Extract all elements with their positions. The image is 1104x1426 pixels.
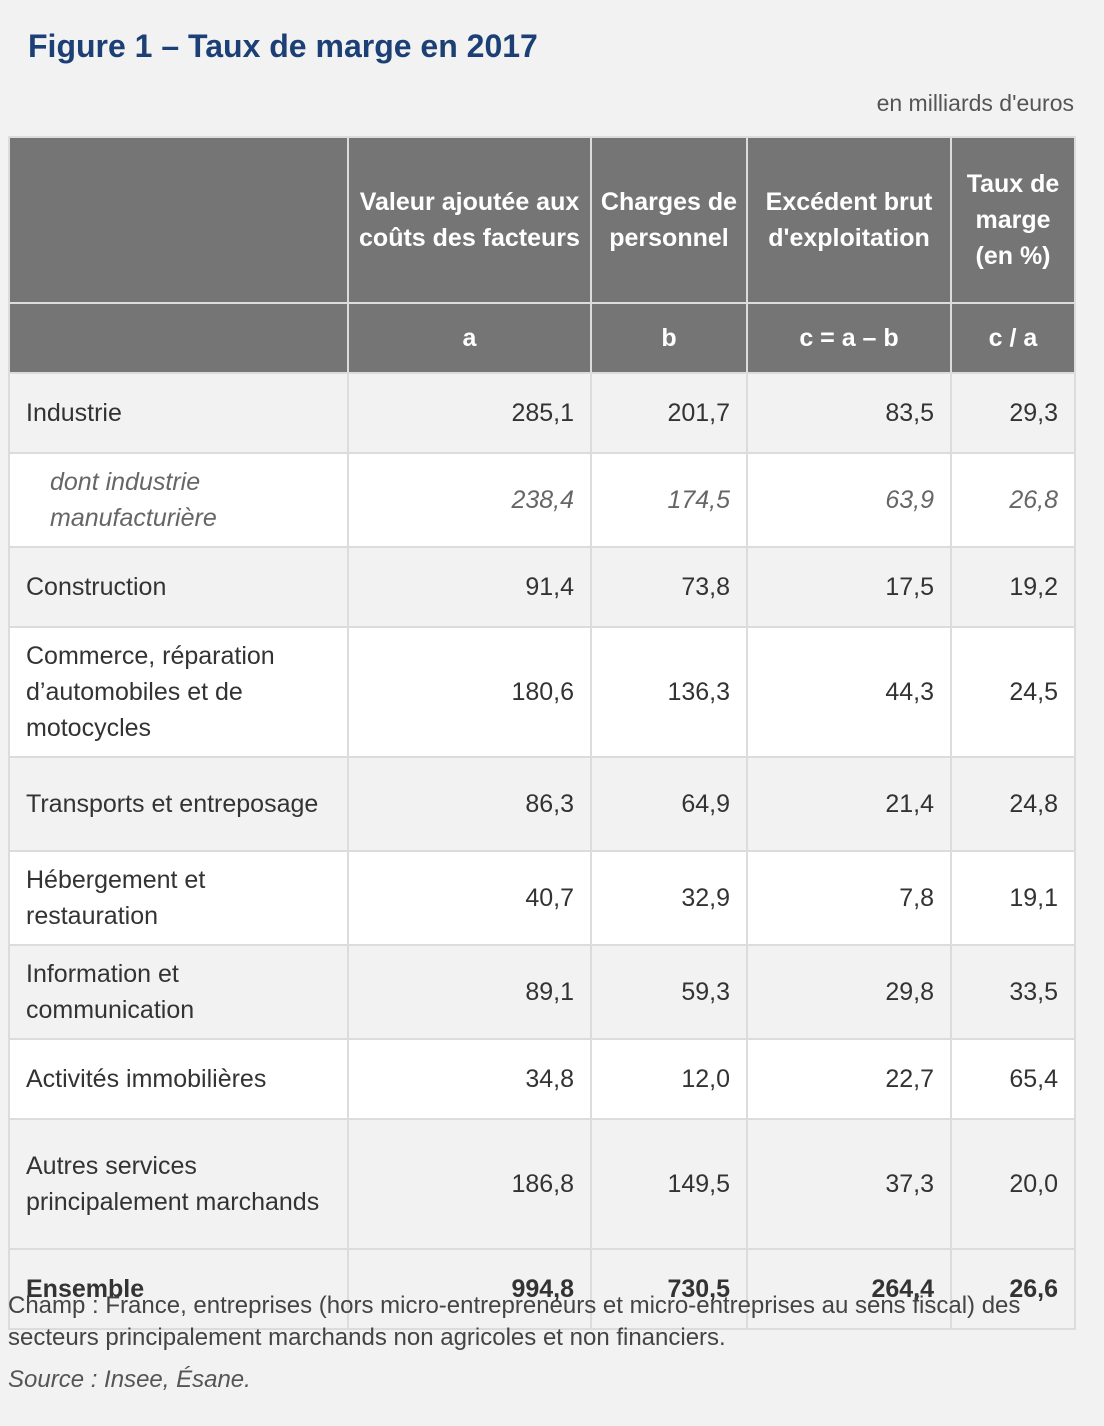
cell-value-added: 238,4 bbox=[347, 452, 592, 548]
cell-value-added: 994,8 bbox=[347, 1248, 592, 1330]
cell-value-added: 180,6 bbox=[347, 626, 592, 758]
cell-personnel-costs: 149,5 bbox=[590, 1118, 748, 1250]
cell-margin-rate: 65,4 bbox=[950, 1038, 1076, 1120]
formula-c: c = a – b bbox=[746, 302, 952, 374]
cell-margin-rate: 20,0 bbox=[950, 1118, 1076, 1250]
cell-margin-rate: 24,8 bbox=[950, 756, 1076, 852]
header-value-added: Valeur ajoutée aux coûts des facteurs bbox=[347, 136, 592, 304]
cell-margin-rate: 33,5 bbox=[950, 944, 1076, 1040]
cell-personnel-costs: 136,3 bbox=[590, 626, 748, 758]
row-label: Autres services principalement marchands bbox=[8, 1118, 349, 1250]
cell-personnel-costs: 73,8 bbox=[590, 546, 748, 628]
cell-gross-operating-surplus: 29,8 bbox=[746, 944, 952, 1040]
row-label: Ensemble bbox=[8, 1248, 349, 1330]
cell-value-added: 34,8 bbox=[347, 1038, 592, 1120]
table-row: Information et communication 89,1 59,3 2… bbox=[8, 944, 1076, 1040]
cell-personnel-costs: 59,3 bbox=[590, 944, 748, 1040]
row-label: Hébergement et restauration bbox=[8, 850, 349, 946]
cell-personnel-costs: 12,0 bbox=[590, 1038, 748, 1120]
row-label: Construction bbox=[8, 546, 349, 628]
source-note: Source : Insee, Ésane. bbox=[8, 1366, 251, 1393]
cell-margin-rate: 26,6 bbox=[950, 1248, 1076, 1330]
unit-label: en milliards d'euros bbox=[876, 90, 1074, 116]
row-label: Activités immobilières bbox=[8, 1038, 349, 1120]
scope-note: Champ : France, entreprises (hors micro-… bbox=[8, 1292, 1021, 1351]
cell-gross-operating-surplus: 63,9 bbox=[746, 452, 952, 548]
table-total-row: Ensemble 994,8 730,5 264,4 26,6 bbox=[8, 1248, 1076, 1330]
cell-value-added: 91,4 bbox=[347, 546, 592, 628]
cell-value-added: 86,3 bbox=[347, 756, 592, 852]
cell-personnel-costs: 32,9 bbox=[590, 850, 748, 946]
cell-gross-operating-surplus: 264,4 bbox=[746, 1248, 952, 1330]
cell-personnel-costs: 201,7 bbox=[590, 372, 748, 454]
row-label: Transports et entreposage bbox=[8, 756, 349, 852]
table-row: Commerce, réparation d’automobiles et de… bbox=[8, 626, 1076, 758]
cell-gross-operating-surplus: 22,7 bbox=[746, 1038, 952, 1120]
cell-value-added: 40,7 bbox=[347, 850, 592, 946]
table-row: dont industrie manufacturière 238,4 174,… bbox=[8, 452, 1076, 548]
cell-gross-operating-surplus: 21,4 bbox=[746, 756, 952, 852]
table-row: Activités immobilières 34,8 12,0 22,7 65… bbox=[8, 1038, 1076, 1120]
cell-value-added: 89,1 bbox=[347, 944, 592, 1040]
cell-margin-rate: 19,1 bbox=[950, 850, 1076, 946]
margin-rate-table: Valeur ajoutée aux coûts des facteurs Ch… bbox=[8, 136, 1076, 1330]
cell-margin-rate: 19,2 bbox=[950, 546, 1076, 628]
table-row: Construction 91,4 73,8 17,5 19,2 bbox=[8, 546, 1076, 628]
cell-gross-operating-surplus: 17,5 bbox=[746, 546, 952, 628]
header-margin-rate: Taux de marge (en %) bbox=[950, 136, 1076, 304]
header-personnel-costs: Charges de personnel bbox=[590, 136, 748, 304]
cell-margin-rate: 24,5 bbox=[950, 626, 1076, 758]
cell-gross-operating-surplus: 44,3 bbox=[746, 626, 952, 758]
header-row: Valeur ajoutée aux coûts des facteurs Ch… bbox=[8, 136, 1076, 304]
cell-gross-operating-surplus: 37,3 bbox=[746, 1118, 952, 1250]
row-label: Industrie bbox=[8, 372, 349, 454]
cell-gross-operating-surplus: 83,5 bbox=[746, 372, 952, 454]
cell-margin-rate: 26,8 bbox=[950, 452, 1076, 548]
cell-value-added: 285,1 bbox=[347, 372, 592, 454]
cell-margin-rate: 29,3 bbox=[950, 372, 1076, 454]
cell-gross-operating-surplus: 7,8 bbox=[746, 850, 952, 946]
formula-b: b bbox=[590, 302, 748, 374]
header-gross-operating-surplus: Excédent brut d'exploitation bbox=[746, 136, 952, 304]
table-row: Autres services principalement marchands… bbox=[8, 1118, 1076, 1250]
row-label: Information et communication bbox=[8, 944, 349, 1040]
cell-personnel-costs: 174,5 bbox=[590, 452, 748, 548]
header-empty bbox=[8, 136, 349, 304]
table-row: Hébergement et restauration 40,7 32,9 7,… bbox=[8, 850, 1076, 946]
figure-title: Figure 1 – Taux de marge en 2017 bbox=[28, 28, 538, 64]
row-label: Commerce, réparation d’automobiles et de… bbox=[8, 626, 349, 758]
cell-value-added: 186,8 bbox=[347, 1118, 592, 1250]
table-row: Industrie 285,1 201,7 83,5 29,3 bbox=[8, 372, 1076, 454]
formula-a: a bbox=[347, 302, 592, 374]
formula-row: a b c = a – b c / a bbox=[8, 302, 1076, 374]
formula-empty bbox=[8, 302, 349, 374]
cell-personnel-costs: 730,5 bbox=[590, 1248, 748, 1330]
cell-personnel-costs: 64,9 bbox=[590, 756, 748, 852]
table-row: Transports et entreposage 86,3 64,9 21,4… bbox=[8, 756, 1076, 852]
formula-ratio: c / a bbox=[950, 302, 1076, 374]
row-label: dont industrie manufacturière bbox=[8, 452, 349, 548]
